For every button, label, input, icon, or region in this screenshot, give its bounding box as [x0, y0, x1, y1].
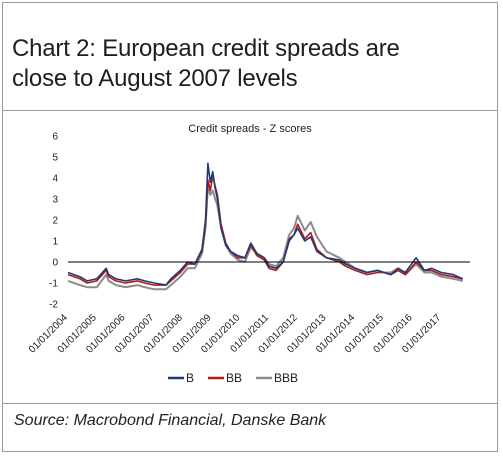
title-divider: [2, 110, 498, 111]
y-tick-label: 6: [52, 132, 58, 143]
legend: B BB BBB: [168, 371, 298, 385]
chart-title: Credit spreads - Z scores: [188, 123, 312, 135]
y-tick-label: -2: [49, 300, 58, 311]
y-tick-label: 1: [52, 237, 58, 248]
legend-label-b: B: [186, 371, 194, 385]
series-line-bb: [67, 175, 463, 286]
legend-label-bb: BB: [226, 371, 242, 385]
chart-heading: Chart 2: European credit spreads are clo…: [12, 34, 492, 94]
chart-heading-line-2: close to August 2007 levels: [12, 65, 298, 92]
y-tick-label: 2: [52, 216, 58, 227]
credit-spreads-chart: Credit spreads - Z scores -2 -1 0 1 2 3 4 5 6 01…: [27, 123, 470, 385]
source-divider: [2, 403, 498, 404]
y-tick-label: 4: [52, 174, 58, 185]
x-axis: 01/01/200401/01/200501/01/200601/01/2007…: [27, 312, 444, 355]
y-tick-label: 5: [52, 153, 58, 164]
series-lines: [67, 162, 470, 291]
chart-frame: [2, 2, 498, 452]
chart-heading-line-1: Chart 2: European credit spreads are: [12, 35, 400, 62]
series-line-b: [67, 162, 464, 286]
y-tick-label: 0: [52, 258, 58, 269]
legend-label-bbb: BBB: [274, 371, 298, 385]
source-note: Source: Macrobond Financial, Danske Bank: [14, 412, 327, 429]
y-tick-label: -1: [49, 279, 58, 290]
y-tick-label: 3: [52, 195, 58, 206]
y-axis: -2 -1 0 1 2 3 4 5 6: [49, 132, 58, 311]
